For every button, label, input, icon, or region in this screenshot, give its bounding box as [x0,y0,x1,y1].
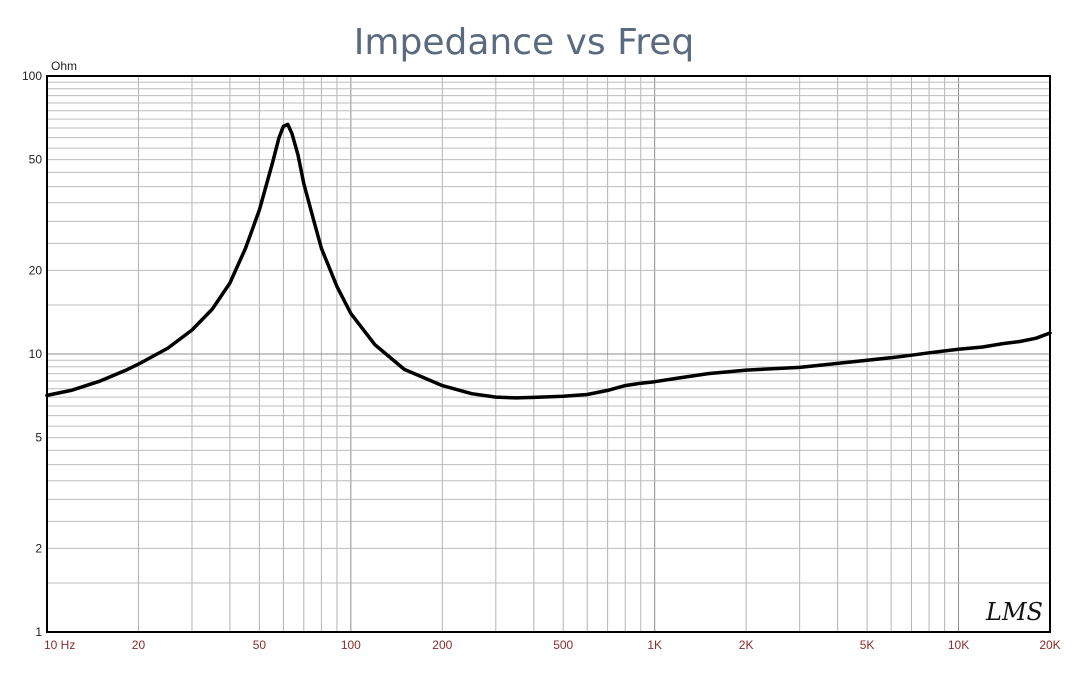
x-tick-label: 1K [647,638,662,652]
y-tick-label: 10 [29,347,43,361]
x-tick-label: 50 [253,638,267,652]
lms-logo: LMS [985,598,1043,626]
series-layer [45,122,1052,400]
y-tick-label: 50 [29,153,43,167]
x-tick-label: 5K [860,638,875,652]
x-tick-label: 20 [132,638,146,652]
y-tick-label: 100 [22,69,42,83]
x-tick-label: 200 [432,638,452,652]
grid [46,76,1051,632]
chart-title: Impedance vs Freq [353,22,695,63]
x-axis-ticks: 10 Hz 20 50 100 200 500 1K 2K 5K 10K 20K [44,638,1061,652]
x-tick-label: 20K [1039,638,1060,652]
x-tick-label: 10K [948,638,969,652]
x-tick-label: 100 [341,638,361,652]
x-tick-label: 10 Hz [44,638,75,652]
plot-frame [46,75,1051,633]
y-unit-label: Ohm [51,59,77,73]
y-tick-label: 20 [29,263,43,277]
y-axis-ticks: 100 50 20 10 5 2 1 [22,69,42,639]
x-tick-label: 500 [553,638,573,652]
x-tick-label: 2K [739,638,754,652]
y-tick-label: 1 [35,625,42,639]
y-tick-label: 2 [35,541,42,555]
y-tick-label: 5 [35,431,42,445]
impedance-curve-line [45,122,1052,400]
